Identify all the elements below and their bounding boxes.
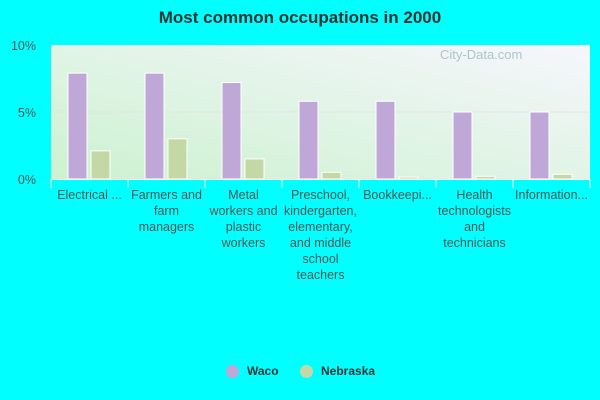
bar-waco — [67, 72, 88, 180]
legend-label: Waco — [247, 364, 279, 378]
watermark: City-Data.com — [440, 47, 523, 62]
x-tick-label: Metal workers and plastic workers — [209, 188, 278, 250]
bar-nebraska — [244, 158, 265, 180]
bar-nebraska — [552, 173, 573, 180]
bar-nebraska — [398, 176, 419, 180]
legend-swatch — [300, 364, 313, 378]
bar-nebraska — [90, 150, 111, 180]
bar-nebraska — [167, 138, 188, 180]
legend-label: Nebraska — [321, 364, 376, 378]
bar-waco — [144, 72, 165, 180]
legend-swatch — [226, 364, 239, 378]
bar-nebraska — [475, 175, 496, 180]
legend-nebraska: Nebraska — [300, 364, 375, 378]
y-tick-label: 0% — [18, 173, 36, 187]
bar-waco — [221, 82, 242, 180]
chart-title: Most common occupations in 2000 — [158, 8, 442, 27]
bar-waco — [298, 100, 319, 180]
y-tick-label: 10% — [11, 39, 36, 53]
x-tick-label: Farmers and farm managers — [131, 188, 202, 234]
x-tick-label: Electrical ... — [57, 188, 122, 202]
x-tick-label: Preschool, kindergarten, elementary, and… — [284, 188, 357, 282]
bar-nebraska — [321, 171, 342, 180]
x-tick-label: Information... — [515, 188, 588, 202]
bar-waco — [452, 111, 473, 180]
bar-waco — [529, 111, 550, 180]
y-tick-label: 5% — [18, 106, 36, 120]
x-tick-label: Bookkeepi... — [363, 188, 432, 202]
bar-waco — [375, 100, 396, 180]
x-tick-label: Health technologists and technicians — [438, 188, 511, 250]
legend-waco: Waco — [226, 364, 279, 378]
